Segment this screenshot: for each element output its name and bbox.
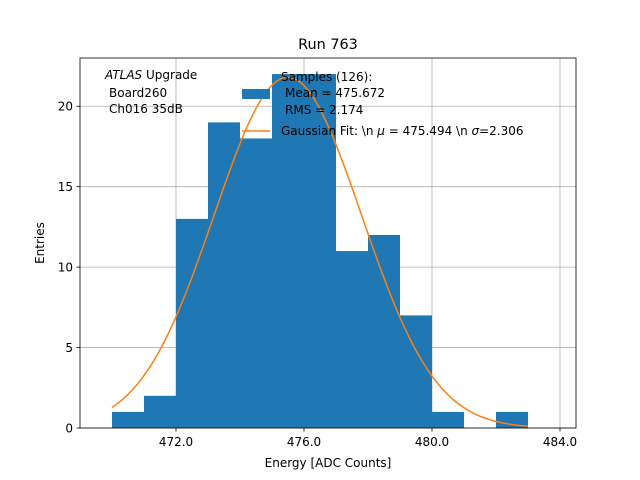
y-tick-label: 20	[58, 100, 73, 114]
annotation-upgrade-word: Upgrade	[142, 68, 197, 82]
x-axis-label: Energy [ADC Counts]	[265, 456, 392, 470]
axes-frame	[79, 57, 577, 429]
y-tick-label: 5	[65, 341, 73, 355]
gaussian-fit-curve	[111, 76, 529, 427]
x-tick-label: 472.0	[159, 435, 193, 449]
histogram-bar	[368, 234, 400, 428]
histogram-bar	[400, 315, 432, 428]
histogram-bar	[208, 122, 240, 428]
histogram-bar	[176, 218, 208, 428]
legend-histogram-line-1: Samples (126):	[281, 70, 372, 84]
legend-histogram-line-3: RMS = 2.174	[285, 103, 363, 117]
x-tick-label: 484.0	[543, 435, 577, 449]
histogram-bar	[144, 395, 176, 428]
chart-title: Run 763	[298, 37, 358, 53]
legend-histogram-swatch	[242, 89, 270, 99]
histogram-bar	[240, 138, 272, 428]
histogram-bar	[112, 411, 144, 428]
y-axis-ticks: 0 5 10 15 20	[58, 100, 80, 435]
x-axis-ticks: 472.0 476.0 480.0 484.0	[159, 428, 577, 449]
annotation-line-3: Ch016 35dB	[109, 102, 183, 116]
fit-curve-path	[111, 76, 529, 427]
y-tick-label: 0	[65, 421, 73, 435]
x-tick-label: 476.0	[287, 435, 321, 449]
legend: Samples (126): Mean = 475.672 RMS = 2.17…	[242, 70, 524, 138]
annotation-line-2: Board260	[109, 86, 167, 100]
histogram-bars	[112, 74, 528, 428]
y-tick-label: 15	[58, 180, 73, 194]
histogram-bar	[272, 74, 304, 428]
annotation-atlas-word: ATLAS	[104, 68, 143, 82]
x-tick-label: 480.0	[415, 435, 449, 449]
legend-histogram-line-2: Mean = 475.672	[285, 86, 385, 100]
atlas-annotation: ATLAS Upgrade Board260 Ch016 35dB	[104, 68, 197, 116]
histogram-bar	[496, 411, 528, 428]
histogram-bar	[336, 251, 368, 428]
legend-fit-label: Gaussian Fit: \n μ = 475.494 \n σ=2.306	[281, 124, 524, 138]
y-tick-label: 10	[58, 260, 73, 274]
y-axis-label: Entries	[33, 222, 47, 264]
annotation-line-1: ATLAS Upgrade	[104, 68, 197, 82]
histogram-bar	[432, 411, 464, 428]
